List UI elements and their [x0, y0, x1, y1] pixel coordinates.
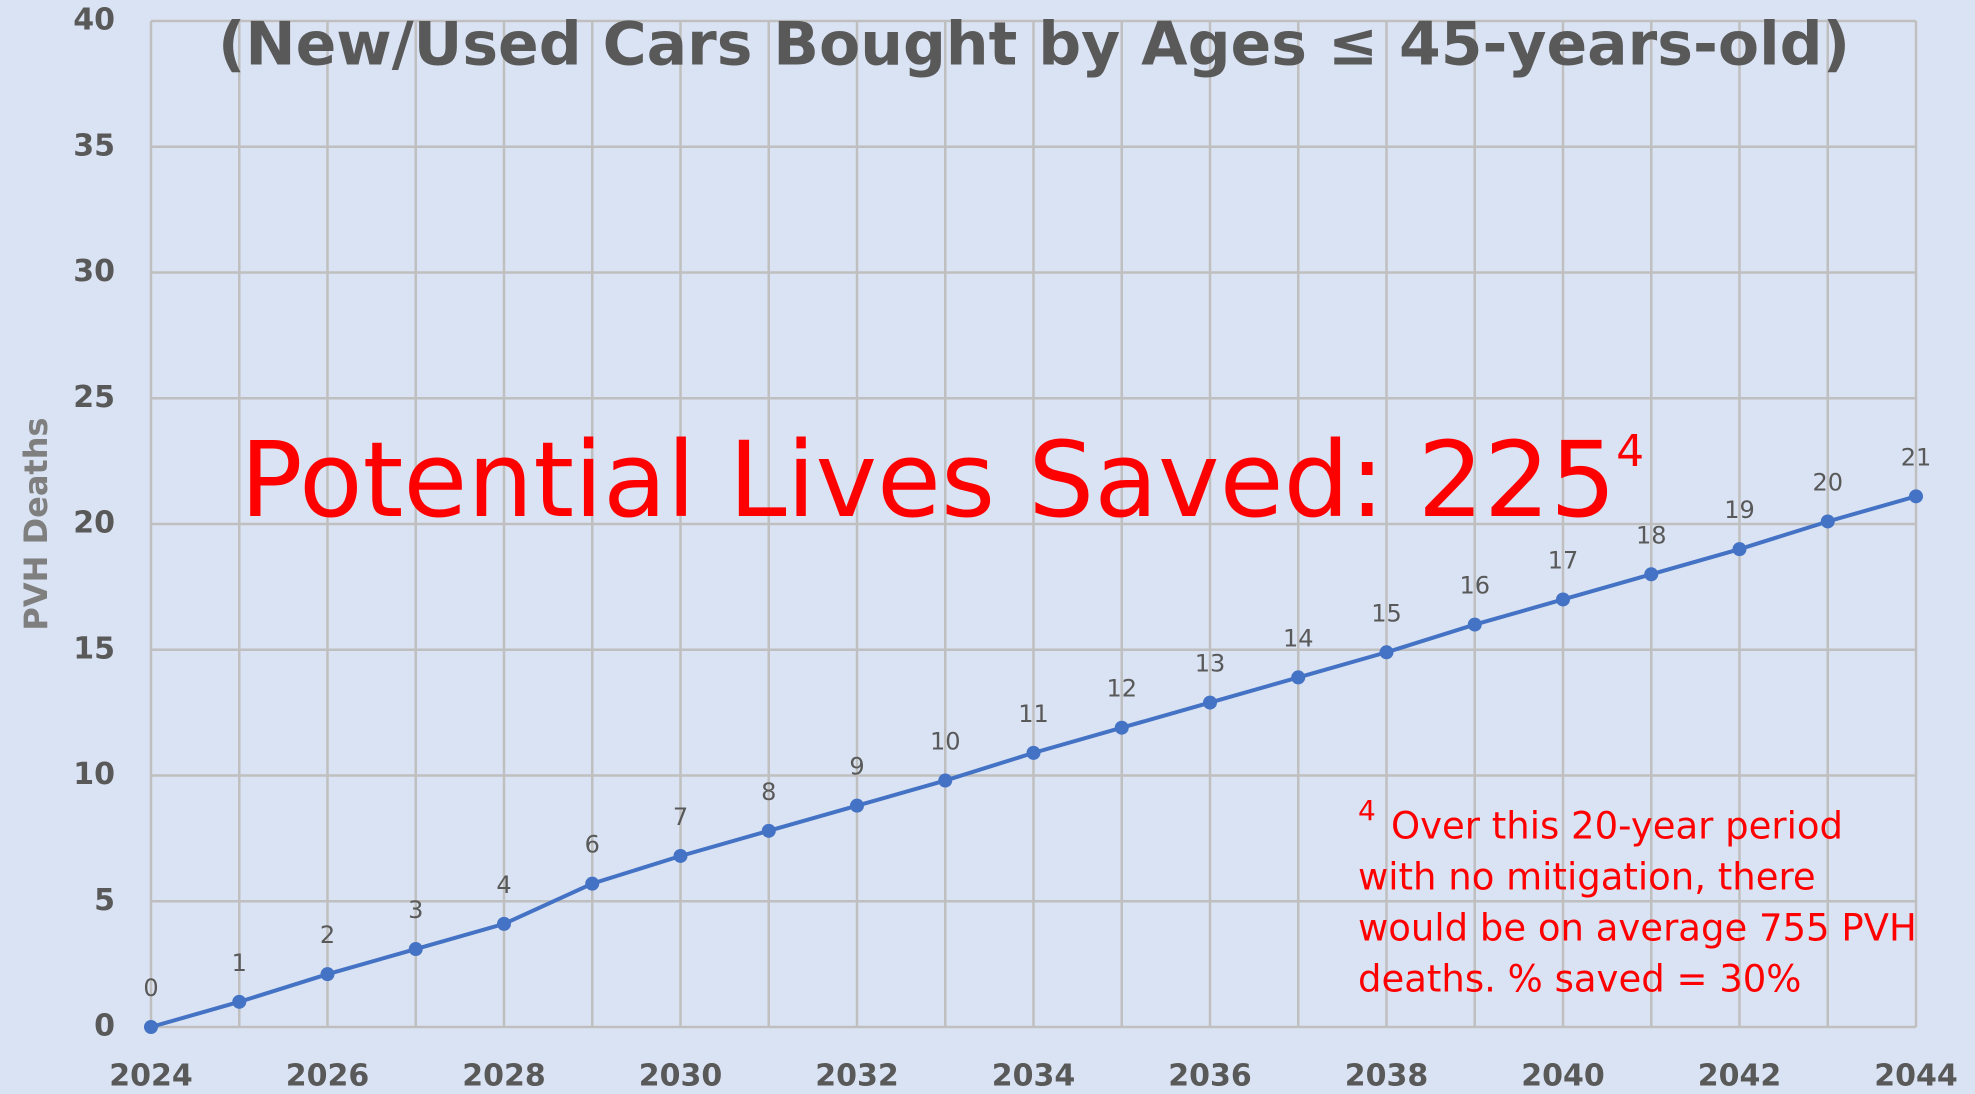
y-tick-label: 15	[73, 631, 115, 666]
marker	[144, 1020, 158, 1034]
footnote-marker: 4	[1358, 794, 1376, 827]
data-label: 0	[143, 974, 158, 1002]
marker	[938, 773, 953, 788]
chart-title: (New/Used Cars Bought by Ages ≤ 45-years…	[218, 10, 1850, 80]
x-tick-label: 2036	[1168, 1059, 1252, 1094]
y-tick-label: 20	[73, 506, 115, 541]
annotation: Potential Lives Saved: 2254	[240, 419, 1644, 541]
y-tick-label: 5	[94, 883, 115, 918]
data-label: 4	[496, 871, 511, 899]
grid	[149, 19, 1918, 1029]
x-tick-label: 2030	[639, 1059, 723, 1094]
marker	[673, 848, 688, 863]
marker	[1909, 489, 1923, 504]
marker	[1732, 542, 1747, 557]
y-axis-label: PVH Deaths	[17, 417, 55, 630]
data-label: 2	[320, 921, 335, 949]
data-label: 3	[408, 896, 423, 924]
marker	[1379, 645, 1394, 660]
annotation-superscript: 4	[1616, 426, 1644, 477]
data-label: 13	[1195, 650, 1226, 678]
annotation-text: Potential Lives Saved: 225	[240, 419, 1616, 541]
marker	[1203, 695, 1217, 710]
marker	[1026, 745, 1041, 760]
data-label: 20	[1812, 468, 1843, 496]
y-tick-label: 25	[73, 380, 115, 415]
data-label: 19	[1724, 496, 1755, 524]
y-tick-label: 30	[73, 254, 115, 289]
data-label: 7	[673, 803, 688, 831]
marker	[497, 916, 511, 931]
footnote: Over this 20-year period with no mitigati…	[1358, 805, 1917, 1001]
data-label: 8	[761, 778, 776, 806]
data-label: 1	[232, 949, 247, 977]
marker	[408, 942, 423, 957]
marker	[232, 994, 247, 1009]
marker	[1820, 514, 1835, 529]
data-label: 21	[1901, 443, 1932, 471]
footnote-line: Over this 20-year period	[1391, 805, 1843, 848]
x-tick-label: 2034	[992, 1059, 1076, 1094]
y-tick-label: 10	[73, 757, 115, 792]
marker	[1114, 720, 1129, 735]
x-tick-label: 2038	[1345, 1059, 1429, 1094]
marker	[1291, 670, 1306, 685]
y-tick-label: 0	[94, 1009, 115, 1044]
data-label: 18	[1636, 521, 1667, 549]
x-tick-label: 2042	[1698, 1059, 1782, 1094]
footnote-line: would be on average 755 PVH	[1358, 907, 1917, 950]
data-label: 16	[1459, 572, 1490, 600]
marker	[320, 967, 335, 982]
data-label: 17	[1548, 546, 1579, 574]
footnote-line: with no mitigation, there	[1358, 856, 1816, 899]
x-tick-label: 2032	[815, 1059, 899, 1094]
y-tick-label: 40	[73, 3, 115, 38]
x-tick-label: 2028	[462, 1059, 546, 1094]
data-label: 10	[930, 728, 961, 756]
data-label: 15	[1371, 599, 1402, 627]
marker	[585, 876, 600, 891]
x-tick-label: 2044	[1874, 1059, 1958, 1094]
marker	[761, 823, 776, 838]
data-label: 14	[1283, 624, 1314, 652]
marker	[1556, 592, 1570, 607]
footnote-line: deaths. % saved = 30%	[1358, 958, 1801, 1001]
y-tick-label: 35	[73, 128, 115, 163]
marker	[1644, 567, 1659, 582]
marker	[1467, 617, 1482, 632]
x-tick-label: 2026	[286, 1059, 370, 1094]
data-label: 9	[849, 753, 864, 781]
data-label: 11	[1018, 700, 1049, 728]
x-tick-label: 2024	[109, 1059, 193, 1094]
data-label: 12	[1106, 675, 1137, 703]
marker	[850, 798, 864, 813]
x-tick-label: 2040	[1521, 1059, 1605, 1094]
data-label: 6	[585, 831, 600, 859]
